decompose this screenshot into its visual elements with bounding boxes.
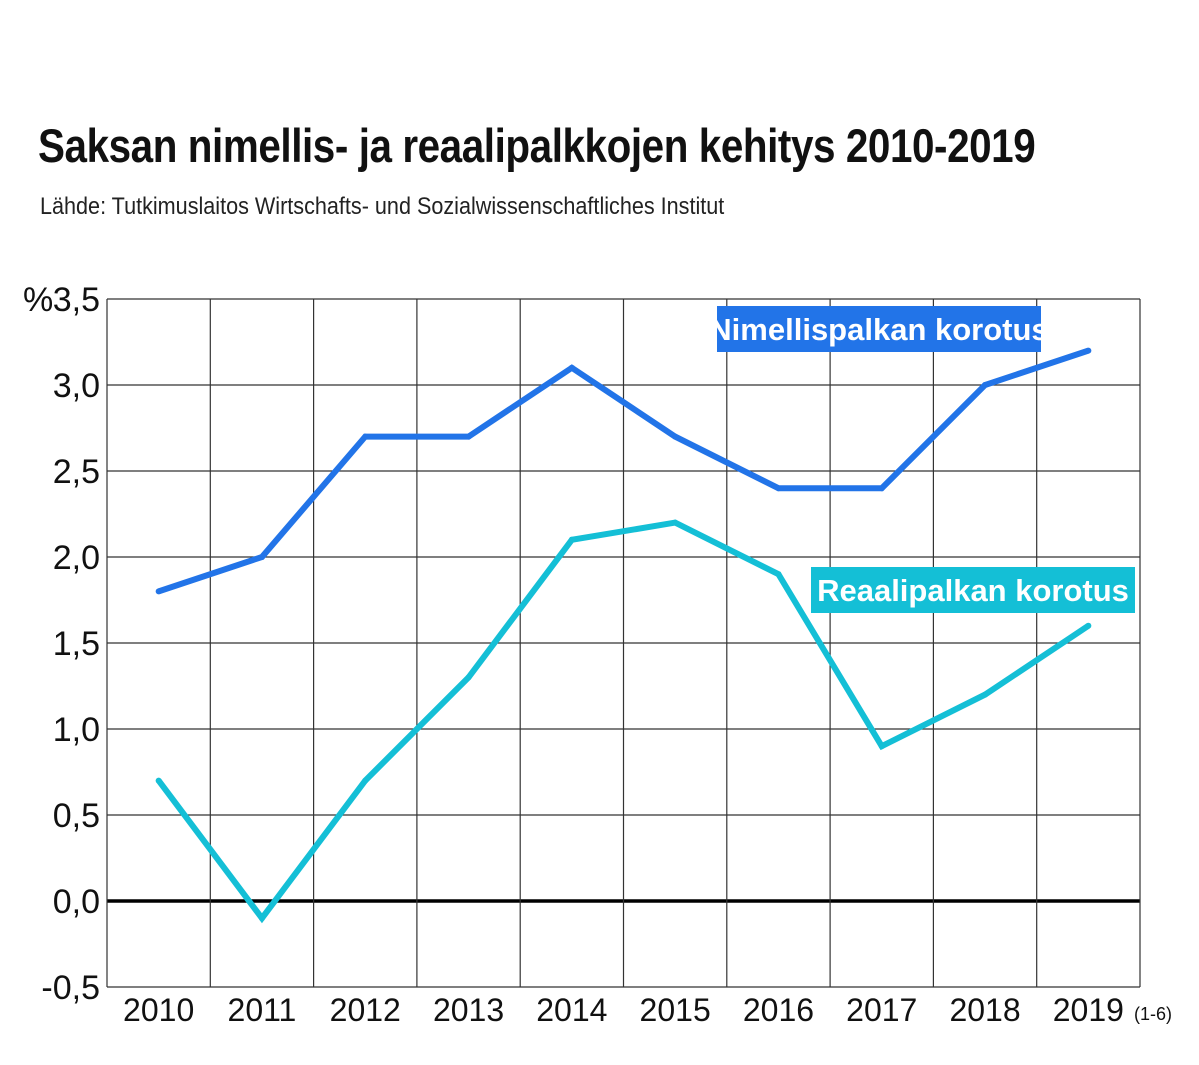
data-point: [982, 382, 989, 388]
series-label: Nimellispalkan korotus: [709, 312, 1048, 347]
y-tick-label: 0,5: [53, 797, 100, 835]
chart-series: [155, 347, 1092, 924]
x-tick-label: 2019: [1053, 992, 1124, 1028]
data-point: [1085, 622, 1092, 629]
x-tick-label: 2015: [640, 992, 711, 1028]
data-point: [258, 915, 265, 922]
series-labels: Nimellispalkan korotus Reaalipalkan korot…: [709, 306, 1135, 613]
data-point: [672, 433, 679, 440]
x-tick-note: (1-6): [1134, 1004, 1172, 1024]
x-tick-label: 2012: [330, 992, 401, 1028]
y-tick-label: 1,0: [53, 711, 100, 749]
y-axis-unit: %: [23, 281, 53, 319]
y-axis-tick-labels: -0,5 0,0 0,5 1,0 1,5 2,0 2,5 3,0 3,5%: [23, 281, 100, 1007]
data-point: [465, 433, 472, 440]
data-point: [258, 554, 265, 560]
series-label-box: [811, 567, 1135, 613]
data-point: [775, 571, 782, 578]
x-tick-label: 2011: [228, 992, 297, 1028]
y-tick-label: 3,5: [53, 281, 100, 319]
data-point: [568, 364, 575, 371]
y-tick-label: -0,5: [41, 969, 100, 1007]
y-tick-label: 3,0: [53, 367, 100, 405]
series-line-1: [157, 347, 1090, 595]
data-point: [362, 777, 369, 784]
data-point: [465, 674, 472, 681]
data-point: [878, 485, 885, 492]
x-tick-label: 2010: [123, 992, 194, 1028]
data-point: [362, 433, 369, 440]
series-line-2: [156, 519, 1091, 924]
data-point: [982, 691, 989, 698]
series-label: Reaalipalkan korotus: [817, 573, 1129, 608]
y-tick-label: 0,0: [53, 883, 100, 921]
x-tick-label: 2017: [846, 992, 917, 1028]
x-tick-label: 2014: [536, 992, 607, 1028]
x-axis-tick-labels: 2010 2011 2012 2013 2014 2015 2016 2017 2018 2019…: [123, 992, 1172, 1028]
data-point: [568, 536, 575, 543]
y-tick-label: 2,5: [53, 453, 100, 491]
chart-title: Saksan nimellis- ja reaalipalkkojen kehi…: [38, 119, 1036, 172]
data-point: [155, 777, 162, 784]
data-point: [155, 588, 162, 595]
data-point: [775, 485, 782, 492]
y-tick-label: 1,5: [53, 625, 100, 663]
series-label-box: [717, 306, 1041, 352]
data-point: [1085, 347, 1092, 354]
chart-source: Lähde: Tutkimuslaitos Wirtschafts- und S…: [40, 193, 725, 220]
x-tick-label: 2016: [743, 992, 814, 1028]
x-tick-label: 2018: [949, 992, 1020, 1028]
data-point: [878, 743, 885, 750]
chart-grid: [106, 298, 1141, 988]
y-tick-label: 2,0: [53, 539, 100, 577]
x-tick-label: 2013: [433, 992, 504, 1028]
data-point: [672, 519, 679, 526]
